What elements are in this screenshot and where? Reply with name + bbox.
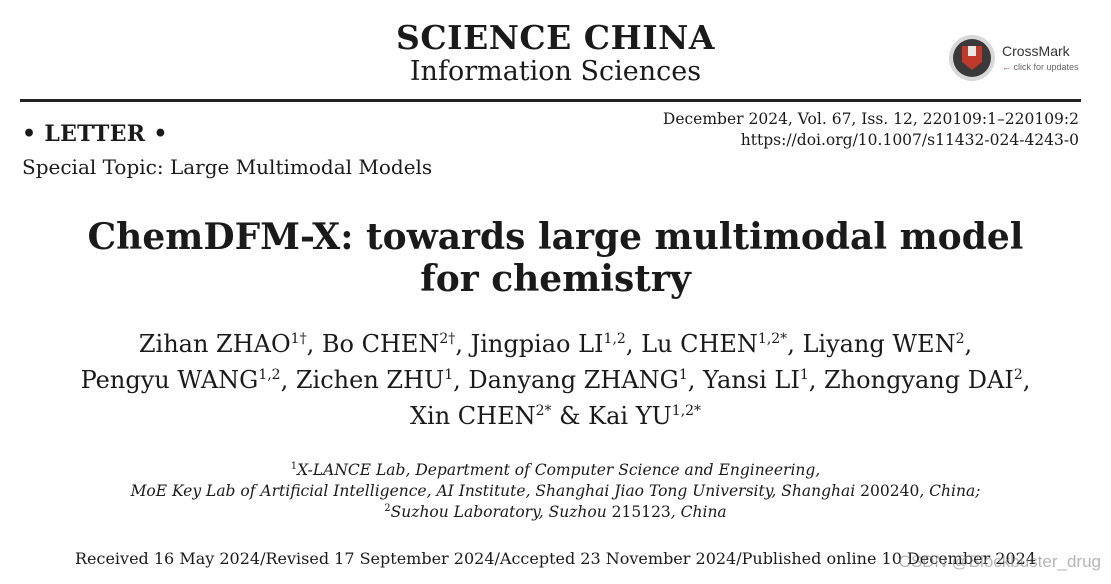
csdn-watermark: CSDN @Blockbuster_drug [898,552,1101,571]
publication-dates: Received 16 May 2024/Revised 17 Septembe… [74,549,1037,568]
affiliation-text: , China; [919,482,981,500]
author-list: Zihan ZHAO1†, Bo CHEN2†, Jingpiao LI1,2,… [0,326,1111,434]
author-name: Xin CHEN [409,402,536,430]
author-line-1: Zihan ZHAO1†, Bo CHEN2†, Jingpiao LI1,2,… [138,330,973,358]
journal-name: SCIENCE CHINA [396,18,715,57]
crossmark-icon [949,35,995,81]
affiliations: 1X-LANCE Lab, Department of Computer Sci… [0,460,1111,523]
affiliation-text: X-LANCE Lab, Department of Computer Scie… [297,461,821,479]
author-affil: 1,2* [757,331,788,347]
affiliation-text: Suzhou Laboratory, Suzhou [390,503,612,521]
crossmark-label: CrossMark [1002,43,1070,59]
title-line-1: ChemDFM-X: towards large multimodal mode… [87,216,1024,258]
arrow-left-icon: ← [1002,62,1011,72]
author-name: Pengyu WANG [80,366,259,394]
special-topic: Special Topic: Large Multimodal Models [22,155,433,179]
journal-section: Information Sciences [409,56,702,87]
doi-link[interactable]: https://doi.org/10.1007/s11432-024-4243-… [740,131,1079,149]
author-affil: 1,2 [258,367,281,383]
author-affil: 1,2* [671,403,702,419]
affiliation-2: 2Suzhou Laboratory, Suzhou 215123, China [0,502,1111,523]
author-affil: 1,2 [603,331,626,347]
author-name: Bo CHEN [321,330,440,358]
author-name: Kai YU [588,402,672,430]
affiliation-marker: 1 [290,461,298,472]
postal-code: 200240 [860,482,920,500]
author-affil: 2 [955,331,965,347]
author-affil: 2* [535,403,552,419]
author-name: Liyang WEN [802,330,956,358]
affiliation-1-line-1: 1X-LANCE Lab, Department of Computer Sci… [0,460,1111,481]
author-line-3: Xin CHEN2* & Kai YU1,2* [409,402,702,430]
author-name: Lu CHEN [641,330,758,358]
author-name: Yansi LI [703,366,800,394]
affiliation-text: MoE Key Lab of Artificial Intelligence, … [130,482,861,500]
author-affil: 2 [1013,367,1023,383]
author-name: Zihan ZHAO [138,330,291,358]
author-affil: 1 [799,367,809,383]
postal-code: 215123 [611,503,671,521]
publication-info: December 2024, Vol. 67, Iss. 12, 220109:… [663,109,1079,151]
citation: December 2024, Vol. 67, Iss. 12, 220109:… [662,110,1079,128]
article-type: • LETTER • [22,121,168,147]
affiliation-marker: 2 [384,503,391,514]
header-rule [20,99,1081,102]
author-name: Danyang ZHANG [468,366,679,394]
author-name: Zhongyang DAI [824,366,1014,394]
title-line-2: for chemistry [420,258,691,300]
affiliation-1-line-2: MoE Key Lab of Artificial Intelligence, … [0,481,1111,502]
author-name: Jingpiao LI [470,330,604,358]
author-affil: 1 [678,367,688,383]
paper-title: ChemDFM-X: towards large multimodal mode… [0,216,1111,300]
author-affil: 2† [439,331,456,347]
affiliation-text: , China [670,503,727,521]
crossmark-badge[interactable]: CrossMark ← click for updates [948,34,1088,82]
author-name: Zichen ZHU [295,366,445,394]
crossmark-sub: ← click for updates [1002,62,1079,72]
author-affil: 1† [290,331,307,347]
author-affil: 1 [444,367,454,383]
author-line-2: Pengyu WANG1,2, Zichen ZHU1, Danyang ZHA… [80,366,1031,394]
crossmark-sub-text: click for updates [1013,62,1079,72]
